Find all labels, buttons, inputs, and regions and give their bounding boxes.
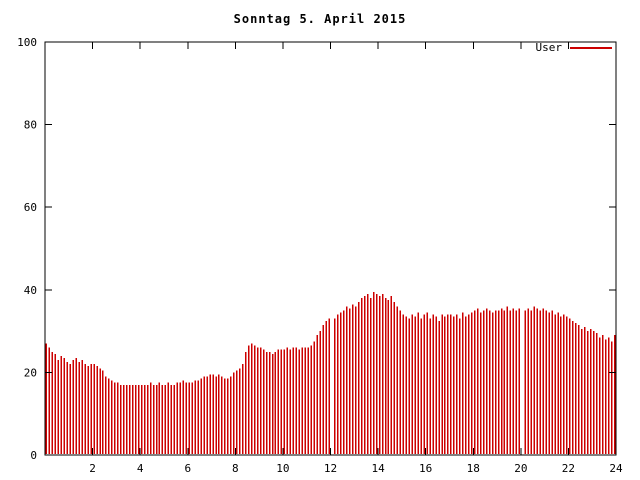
legend-label-user: User: [535, 41, 563, 54]
svg-text:10: 10: [276, 462, 289, 475]
chart-title: Sonntag 5. April 2015: [233, 12, 407, 26]
svg-text:8: 8: [232, 462, 239, 475]
legend-line-icon: [570, 46, 612, 49]
svg-text:14: 14: [371, 462, 385, 475]
svg-text:20: 20: [514, 462, 527, 475]
svg-text:60: 60: [24, 201, 37, 214]
svg-text:24: 24: [609, 462, 623, 475]
svg-text:100: 100: [17, 36, 37, 49]
svg-text:40: 40: [24, 284, 37, 297]
svg-text:2: 2: [89, 462, 96, 475]
svg-text:12: 12: [324, 462, 337, 475]
svg-text:20: 20: [24, 366, 37, 379]
svg-text:80: 80: [24, 119, 37, 132]
svg-text:16: 16: [419, 462, 432, 475]
svg-text:0: 0: [30, 449, 37, 462]
svg-text:4: 4: [137, 462, 144, 475]
svg-text:6: 6: [184, 462, 191, 475]
svg-text:22: 22: [562, 462, 575, 475]
svg-text:18: 18: [467, 462, 480, 475]
legend: User: [535, 41, 612, 54]
